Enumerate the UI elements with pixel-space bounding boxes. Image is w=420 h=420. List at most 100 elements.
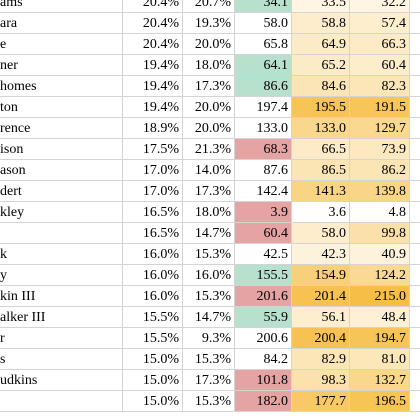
value-cell: 139.8 — [350, 181, 410, 202]
value-cell — [410, 328, 420, 349]
value-cell: 65.8 — [235, 34, 292, 55]
value-cell: 98.3 — [292, 370, 350, 391]
value-cell: 82.9 — [292, 349, 350, 370]
name-cell: r — [0, 328, 123, 349]
value-cell: 215.0 — [350, 286, 410, 307]
value-cell: 20.0% — [183, 97, 235, 118]
value-cell — [410, 307, 420, 328]
value-cell: 57.4 — [350, 13, 410, 34]
value-cell: 133.0 — [235, 118, 292, 139]
value-cell: 141.3 — [292, 181, 350, 202]
value-cell: 17.3% — [183, 76, 235, 97]
value-cell: 20.4% — [123, 34, 183, 55]
value-cell: 34.1 — [235, 0, 292, 13]
value-cell: 124.2 — [350, 265, 410, 286]
value-cell: 14.7% — [183, 223, 235, 244]
value-cell — [410, 391, 420, 412]
value-cell: 201.4 — [292, 286, 350, 307]
name-cell: ton — [0, 97, 123, 118]
name-cell: ara — [0, 13, 123, 34]
name-cell: k — [0, 244, 123, 265]
value-cell — [410, 13, 420, 34]
value-cell: 195.5 — [292, 97, 350, 118]
name-cell: ner — [0, 55, 123, 76]
value-cell: 17.5% — [123, 139, 183, 160]
name-cell: y — [0, 265, 123, 286]
value-cell: 17.3% — [183, 370, 235, 391]
value-cell: 182.0 — [235, 391, 292, 412]
value-cell: 84.2 — [235, 349, 292, 370]
value-cell — [410, 34, 420, 55]
value-cell — [410, 286, 420, 307]
value-cell: 19.4% — [123, 76, 183, 97]
value-cell: 64.9 — [292, 34, 350, 55]
value-cell: 20.7% — [183, 0, 235, 13]
value-cell: 15.3% — [183, 244, 235, 265]
name-cell: udkins — [0, 370, 123, 391]
value-cell: 16.0% — [123, 244, 183, 265]
value-cell: 58.8 — [292, 13, 350, 34]
name-cell: homes — [0, 76, 123, 97]
value-cell: 200.4 — [292, 328, 350, 349]
value-cell: 15.0% — [123, 370, 183, 391]
value-cell: 17.0% — [123, 181, 183, 202]
value-cell — [410, 349, 420, 370]
name-cell — [0, 391, 123, 412]
value-cell: 101.8 — [235, 370, 292, 391]
value-cell: 19.4% — [123, 97, 183, 118]
value-cell: 82.3 — [350, 76, 410, 97]
value-cell: 3.9 — [235, 202, 292, 223]
value-cell: 142.4 — [235, 181, 292, 202]
value-cell: 18.0% — [183, 202, 235, 223]
value-cell: 86.5 — [292, 160, 350, 181]
value-cell: 33.5 — [292, 0, 350, 13]
value-cell: 18.9% — [123, 118, 183, 139]
value-cell: 155.5 — [235, 265, 292, 286]
value-cell: 42.5 — [235, 244, 292, 265]
value-cell: 154.9 — [292, 265, 350, 286]
value-cell: 16.0% — [123, 265, 183, 286]
name-cell: kley — [0, 202, 123, 223]
value-cell: 32.2 — [350, 0, 410, 13]
value-cell: 48.4 — [350, 307, 410, 328]
value-cell — [410, 0, 420, 13]
value-cell: 40.9 — [350, 244, 410, 265]
name-cell: e — [0, 34, 123, 55]
value-cell: 81.0 — [350, 349, 410, 370]
value-cell: 64.1 — [235, 55, 292, 76]
value-cell: 197.4 — [235, 97, 292, 118]
value-cell: 42.3 — [292, 244, 350, 265]
name-cell: s — [0, 349, 123, 370]
value-cell: 133.0 — [292, 118, 350, 139]
value-cell — [410, 160, 420, 181]
value-cell: 55.9 — [235, 307, 292, 328]
value-cell — [410, 181, 420, 202]
value-cell — [410, 370, 420, 391]
value-cell: 66.3 — [350, 34, 410, 55]
value-cell: 16.0% — [183, 265, 235, 286]
name-cell: alker III — [0, 307, 123, 328]
name-cell: kin III — [0, 286, 123, 307]
value-cell — [410, 202, 420, 223]
value-cell: 19.4% — [123, 55, 183, 76]
value-cell — [410, 265, 420, 286]
value-cell: 201.6 — [235, 286, 292, 307]
value-cell — [410, 139, 420, 160]
value-cell: 20.4% — [123, 0, 183, 13]
name-cell: ason — [0, 160, 123, 181]
value-cell: 84.6 — [292, 76, 350, 97]
value-cell: 132.7 — [350, 370, 410, 391]
value-cell: 17.3% — [183, 181, 235, 202]
value-cell: 15.0% — [123, 391, 183, 412]
value-cell — [410, 97, 420, 118]
value-cell: 200.6 — [235, 328, 292, 349]
value-cell: 15.0% — [123, 349, 183, 370]
value-cell: 15.5% — [123, 307, 183, 328]
value-cell: 15.5% — [123, 328, 183, 349]
value-cell: 14.7% — [183, 307, 235, 328]
value-cell: 15.3% — [183, 391, 235, 412]
value-cell: 16.0% — [123, 286, 183, 307]
value-cell: 58.0 — [235, 13, 292, 34]
value-cell — [410, 118, 420, 139]
